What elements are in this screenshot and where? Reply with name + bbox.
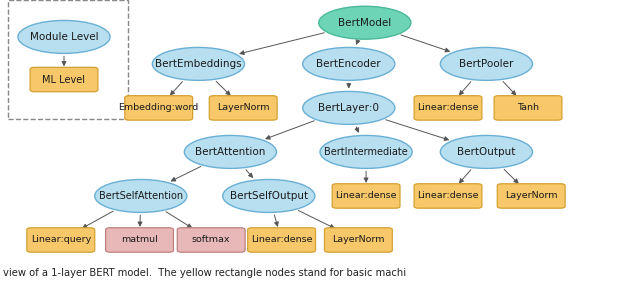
FancyBboxPatch shape — [324, 228, 392, 252]
Text: Tanh: Tanh — [517, 103, 539, 112]
FancyBboxPatch shape — [497, 184, 565, 208]
Text: ML Level: ML Level — [42, 74, 86, 85]
FancyBboxPatch shape — [125, 96, 193, 120]
Text: BertAttention: BertAttention — [195, 147, 266, 157]
Text: Module Level: Module Level — [29, 32, 99, 42]
Text: matmul: matmul — [121, 235, 158, 245]
Text: Embedding:word: Embedding:word — [118, 103, 199, 112]
FancyBboxPatch shape — [177, 228, 245, 252]
Ellipse shape — [95, 179, 187, 212]
Text: BertModel: BertModel — [338, 18, 392, 28]
Text: LayerNorm: LayerNorm — [217, 103, 269, 112]
Ellipse shape — [184, 135, 276, 168]
FancyBboxPatch shape — [414, 96, 482, 120]
Text: BertEncoder: BertEncoder — [317, 59, 381, 69]
Ellipse shape — [303, 47, 395, 80]
FancyBboxPatch shape — [30, 67, 98, 92]
Text: Linear:dense: Linear:dense — [417, 191, 479, 201]
Text: BertIntermediate: BertIntermediate — [324, 147, 408, 157]
FancyBboxPatch shape — [106, 228, 173, 252]
Ellipse shape — [440, 135, 532, 168]
Ellipse shape — [320, 135, 412, 168]
Ellipse shape — [223, 179, 315, 212]
Ellipse shape — [18, 20, 110, 53]
FancyBboxPatch shape — [27, 228, 95, 252]
Text: BertSelfOutput: BertSelfOutput — [230, 191, 308, 201]
FancyBboxPatch shape — [332, 184, 400, 208]
Ellipse shape — [152, 47, 244, 80]
FancyBboxPatch shape — [248, 228, 316, 252]
Text: Linear:dense: Linear:dense — [251, 235, 312, 245]
Text: BertEmbeddings: BertEmbeddings — [155, 59, 242, 69]
Ellipse shape — [319, 6, 411, 39]
Text: Linear:query: Linear:query — [31, 235, 91, 245]
FancyBboxPatch shape — [414, 184, 482, 208]
FancyBboxPatch shape — [494, 96, 562, 120]
FancyBboxPatch shape — [209, 96, 277, 120]
Text: LayerNorm: LayerNorm — [332, 235, 385, 245]
Text: Linear:dense: Linear:dense — [417, 103, 479, 112]
Text: LayerNorm: LayerNorm — [505, 191, 557, 201]
Text: BertOutput: BertOutput — [457, 147, 516, 157]
Text: BertPooler: BertPooler — [460, 59, 513, 69]
Text: BertLayer:0: BertLayer:0 — [318, 103, 380, 113]
Text: Linear:dense: Linear:dense — [335, 191, 397, 201]
Ellipse shape — [303, 91, 395, 124]
Ellipse shape — [440, 47, 532, 80]
Text: softmax: softmax — [192, 235, 230, 245]
Text: view of a 1-layer BERT model.  The yellow rectangle nodes stand for basic machi: view of a 1-layer BERT model. The yellow… — [3, 268, 406, 278]
Text: BertSelfAttention: BertSelfAttention — [99, 191, 183, 201]
